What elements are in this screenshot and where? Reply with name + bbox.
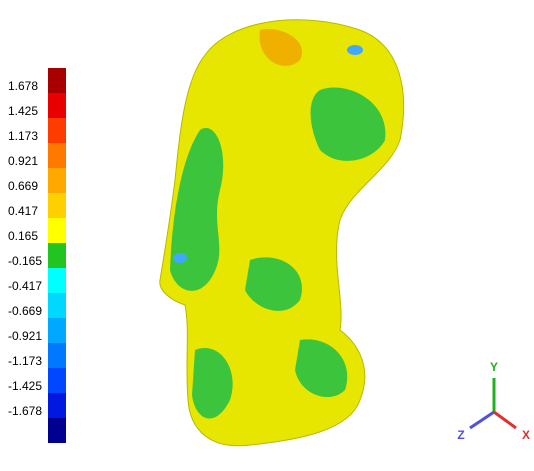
legend-label: -0.921	[8, 329, 42, 343]
legend-label: 0.669	[8, 179, 38, 193]
legend-swatch	[48, 143, 66, 168]
legend-label: -1.678	[8, 404, 42, 418]
legend-swatch	[48, 218, 66, 243]
legend-label: 0.921	[8, 154, 38, 168]
legend-swatch	[48, 68, 66, 93]
deviation-patch	[173, 253, 187, 263]
y-axis-label: Y	[490, 360, 498, 374]
legend-swatch	[48, 368, 66, 393]
legend-label: -1.425	[8, 379, 42, 393]
legend-swatch	[48, 293, 66, 318]
deviation-patch	[347, 45, 363, 55]
legend-label: -0.417	[8, 279, 42, 293]
x-axis-label: X	[522, 428, 530, 442]
legend-label: -0.669	[8, 304, 42, 318]
legend-label: 0.417	[8, 204, 38, 218]
deviation-model	[160, 20, 404, 446]
color-legend: 1.678 1.425 1.173 0.921 0.669 0.417 0.165 -0.16…	[8, 68, 66, 443]
legend-label: 1.425	[8, 104, 38, 118]
x-axis-arrow	[494, 412, 516, 428]
legend-swatch	[48, 93, 66, 118]
axis-triad: Y Z X	[457, 360, 530, 442]
legend-swatch	[48, 193, 66, 218]
legend-label: 0.165	[8, 229, 38, 243]
legend-swatch	[48, 318, 66, 343]
legend-swatch	[48, 118, 66, 143]
legend-label: -0.165	[8, 254, 42, 268]
legend-label: -1.173	[8, 354, 42, 368]
z-axis-label: Z	[457, 428, 464, 442]
legend-swatch	[48, 243, 66, 268]
legend-label: 1.173	[8, 129, 38, 143]
legend-label: 1.678	[8, 79, 38, 93]
legend-swatch	[48, 168, 66, 193]
legend-swatch	[48, 393, 66, 418]
z-axis-arrow	[470, 412, 494, 428]
legend-swatch	[48, 343, 66, 368]
viewport: 1.678 1.425 1.173 0.921 0.669 0.417 0.165 -0.16…	[0, 0, 534, 471]
legend-swatch	[48, 418, 66, 443]
legend-swatch	[48, 268, 66, 293]
